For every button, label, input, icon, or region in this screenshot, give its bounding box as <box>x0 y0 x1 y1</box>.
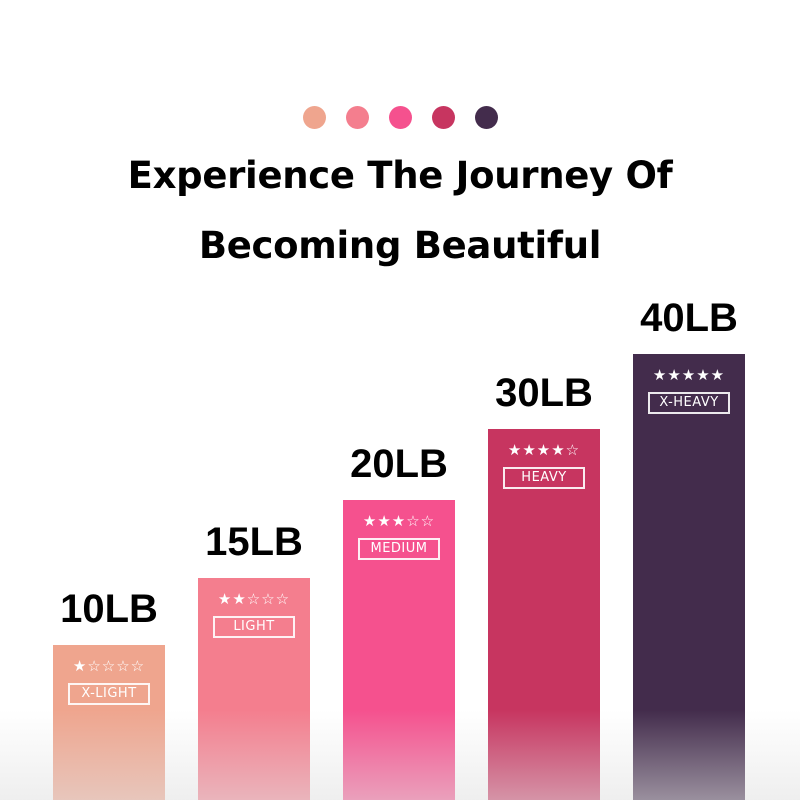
level-tag: HEAVY <box>503 467 585 489</box>
band-bar-light: ★★☆☆☆ LIGHT <box>198 578 310 800</box>
weight-label: 40LB <box>640 296 738 340</box>
band-bar-x-heavy: ★★★★★ X-HEAVY <box>633 354 745 800</box>
star-rating: ★☆☆☆☆ <box>72 657 146 675</box>
star-rating: ★★★☆☆ <box>362 512 436 530</box>
headline-line-2: Becoming Beautiful <box>198 224 602 267</box>
color-dot <box>302 106 326 129</box>
color-dot <box>431 106 455 129</box>
weight-label: 10LB <box>60 587 158 631</box>
star-rating: ★★☆☆☆ <box>217 590 291 608</box>
level-tag: X-LIGHT <box>68 683 150 705</box>
headline-line-1: Experience The Journey Of <box>127 154 673 197</box>
weight-label: 15LB <box>205 520 303 564</box>
band-bar-heavy: ★★★★☆ HEAVY <box>488 429 600 800</box>
weight-label: 30LB <box>495 371 593 415</box>
star-rating: ★★★★☆ <box>507 441 581 459</box>
band-bar-x-light: ★☆☆☆☆ X-LIGHT <box>53 645 165 800</box>
star-rating: ★★★★★ <box>652 366 726 384</box>
band-bar-medium: ★★★☆☆ MEDIUM <box>343 500 455 800</box>
color-dots <box>0 106 800 129</box>
level-tag: X-HEAVY <box>648 392 730 414</box>
color-dot <box>388 106 412 129</box>
level-tag: MEDIUM <box>358 538 440 560</box>
color-dot <box>345 106 369 129</box>
level-tag: LIGHT <box>213 616 295 638</box>
color-dot <box>474 106 498 129</box>
weight-label: 20LB <box>350 442 448 486</box>
